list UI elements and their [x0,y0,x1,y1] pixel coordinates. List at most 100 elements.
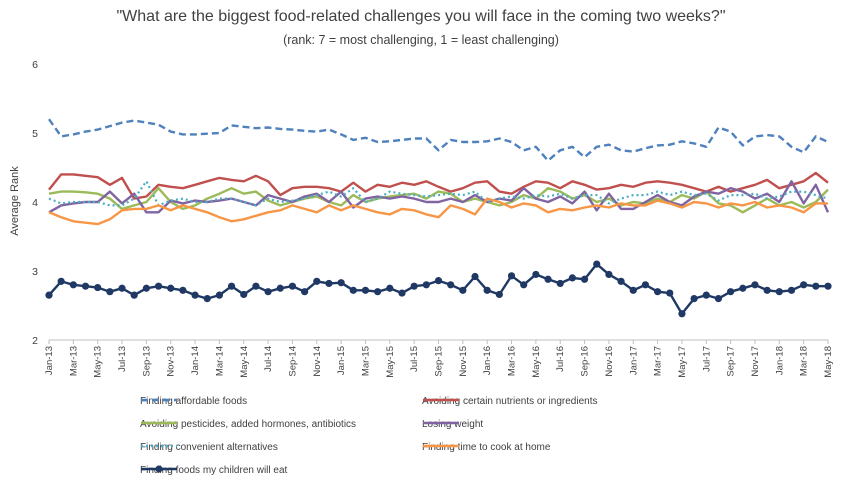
x-tick-label: Sep-15 [434,346,445,377]
data-point [507,272,516,280]
data-point [191,291,199,299]
legend-swatch [141,465,177,473]
data-point [727,288,735,296]
data-point [471,272,479,281]
series-line-4 [48,180,829,207]
x-tick-label: May-17 [677,346,688,378]
data-point [556,279,564,288]
data-point [568,274,576,282]
legend-item: Losing weight [422,419,483,430]
data-point [605,270,613,279]
x-tick-label: Sep-17 [726,346,737,377]
data-point [580,275,589,283]
x-tick-label: Mar-18 [799,346,810,376]
data-point [800,281,808,289]
x-tick-label: Jul-15 [409,346,420,372]
y-axis: 2 3 4 5 6 [32,59,38,347]
x-tick-label: Jul-13 [117,346,128,372]
data-point [520,281,528,289]
x-tick-label: Jan-16 [482,346,493,375]
data-point [252,282,260,290]
data-point [215,291,224,299]
series-line-0 [48,118,829,162]
x-tick-label: Mar-13 [68,346,79,376]
data-point [447,281,455,289]
y-tick-label: 3 [32,266,38,278]
x-tick-label: Nov-14 [312,346,323,377]
data-point [81,282,90,290]
data-point [617,277,625,285]
legend-item: Finding foods my children will eat [140,465,287,476]
data-point [69,281,77,289]
data-point [690,295,698,303]
series-line-5 [48,197,828,226]
x-tick-label: Jan-14 [190,346,201,375]
legend-label: Finding affordable foods [140,396,248,407]
data-point [130,291,138,299]
data-point [702,291,710,299]
chart-subtitle: (rank: 7 = most challenging, 1 = least c… [283,33,559,47]
data-point [94,283,102,292]
data-point [434,277,443,285]
series-line-3 [48,180,830,214]
data-point [666,289,674,297]
data-point [629,286,637,294]
x-tick-label: Jul-17 [701,346,712,372]
legend-label: Finding convenient alternatives [140,442,278,453]
legend-swatch [141,421,177,425]
legend-label: Finding foods my children will eat [140,465,288,476]
x-tick-label: May-13 [93,346,104,378]
x-tick-label: Sep-13 [141,346,152,377]
y-axis-label: Average Rank [9,166,21,236]
legend-swatch [423,444,459,448]
data-point [763,286,771,294]
data-point [179,286,187,294]
data-point [57,277,65,285]
x-tick-label: Mar-14 [214,346,225,376]
data-point [775,288,783,296]
x-tick-label: Nov-15 [458,346,469,377]
x-tick-label: May-14 [239,346,250,378]
x-tick-label: Mar-15 [360,346,371,376]
series-layer [45,118,832,318]
x-tick-label: Jan-13 [44,346,55,375]
legend-swatch [423,421,459,425]
legend-label: Avoiding certain nutrients or ingredient… [422,396,598,407]
data-point [495,290,503,299]
data-point [532,270,540,279]
data-point [349,286,357,294]
data-point [106,288,114,296]
data-point [167,284,175,292]
data-point [276,284,284,292]
data-point [398,289,406,297]
data-point [288,282,297,290]
data-point [739,284,747,292]
x-tick-label: May-15 [385,346,396,378]
x-tick-label: Nov-17 [750,346,761,377]
y-tick-label: 6 [32,59,38,71]
y-tick-label: 4 [32,197,38,209]
y-tick-label: 5 [32,128,38,140]
data-point [410,282,418,290]
data-point [678,310,686,318]
data-point [593,260,601,268]
data-point [641,281,650,289]
data-point [812,282,820,290]
data-point [714,295,723,303]
x-axis: Jan-13 Mar-13 May-13 Jul-13 Sep-13 Nov-13 Jan-… [44,339,834,378]
data-point [374,288,382,296]
data-point [203,295,211,303]
x-tick-label: Jan-18 [774,346,785,375]
x-tick-label: May-16 [531,346,542,378]
legend-swatch [423,398,459,402]
x-tick-label: Jan-17 [628,346,639,375]
legend-swatch [141,398,177,402]
data-point [313,277,321,285]
data-point [483,286,491,294]
data-point [142,284,150,292]
data-point [787,286,796,294]
legend-item: Avoiding certain nutrients or ingredient… [422,396,597,407]
y-tick-label: 2 [32,335,38,347]
x-tick-label: Jul-16 [555,346,566,372]
chart-title: "What are the biggest food-related chall… [116,8,726,25]
